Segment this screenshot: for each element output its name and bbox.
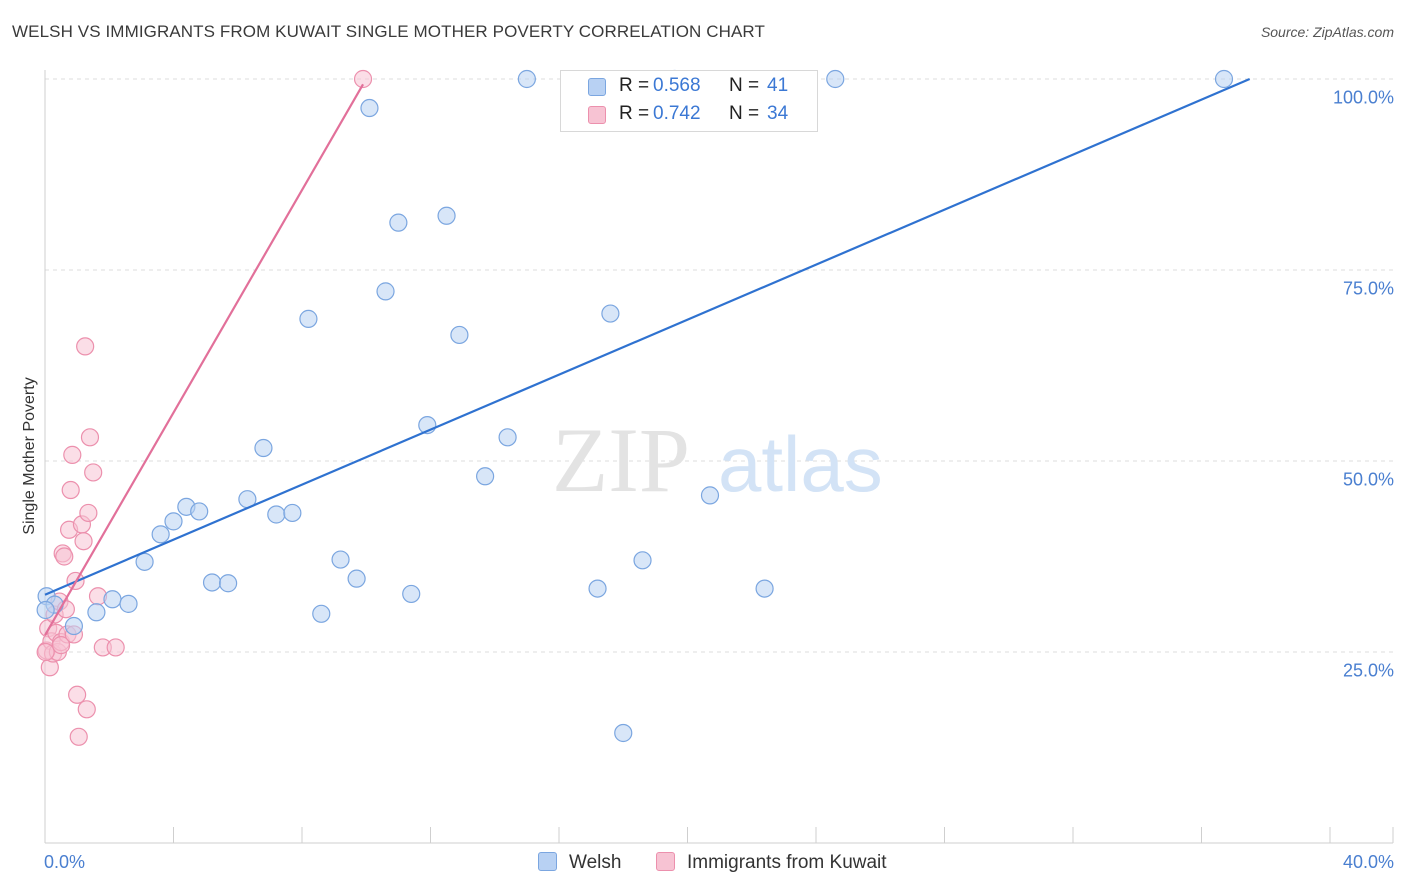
kuwait-point <box>61 480 80 500</box>
welsh-n-label: N = <box>729 75 760 96</box>
welsh-point <box>151 525 170 544</box>
chart-title: WELSH VS IMMIGRANTS FROM KUWAIT SINGLE M… <box>12 22 765 41</box>
kuwait-legend-label: Immigrants from Kuwait <box>687 852 887 873</box>
welsh-r-label: R = <box>619 75 650 96</box>
welsh-point <box>119 594 138 613</box>
watermark-atlas: atlas <box>718 420 883 508</box>
trend-lines <box>44 77 1251 636</box>
welsh-trend-line <box>44 77 1251 596</box>
kuwait-point <box>79 503 98 523</box>
welsh-point <box>164 512 183 531</box>
welsh-point <box>476 467 495 486</box>
welsh-point <box>376 282 395 301</box>
welsh-legend-label: Welsh <box>569 852 622 873</box>
welsh-point <box>347 569 366 588</box>
welsh-point <box>450 325 469 345</box>
welsh-point <box>283 503 302 523</box>
legend-item-welsh: Welsh <box>538 852 621 874</box>
welsh-point <box>700 486 720 505</box>
welsh-point <box>299 309 318 328</box>
welsh-point <box>360 98 379 118</box>
kuwait-point <box>69 727 88 746</box>
welsh-point <box>389 213 408 232</box>
kuwait-point <box>77 700 96 719</box>
welsh-point <box>135 552 154 571</box>
welsh-point <box>103 590 122 609</box>
series-kuwait-points <box>36 69 373 746</box>
welsh-point <box>402 584 421 604</box>
y-tick-label: 50.0% <box>1342 469 1394 490</box>
kuwait-n-value: 34 <box>767 103 789 124</box>
kuwait-point <box>36 642 55 662</box>
legend-item-kuwait: Immigrants from Kuwait <box>656 852 887 874</box>
kuwait-swatch <box>588 106 606 124</box>
welsh-point <box>267 505 286 524</box>
watermark-zip: ZIP <box>552 409 690 511</box>
kuwait-n-label: N = <box>729 103 760 124</box>
welsh-point <box>190 502 209 521</box>
welsh-point <box>614 723 633 743</box>
kuwait-point <box>63 445 82 464</box>
kuwait-trend-line <box>44 83 364 636</box>
x-tick-label-max: 40.0% <box>1342 852 1394 872</box>
welsh-point <box>601 304 620 323</box>
welsh-point <box>202 573 222 592</box>
kuwait-point <box>76 337 95 356</box>
welsh-swatch <box>588 78 606 96</box>
welsh-point <box>64 616 84 636</box>
welsh-point <box>331 550 350 569</box>
welsh-point <box>826 69 845 89</box>
kuwait-legend-swatch <box>656 852 675 871</box>
welsh-point <box>588 579 607 598</box>
watermark: ZIP atlas <box>552 409 883 511</box>
welsh-point <box>1214 69 1234 89</box>
kuwait-point <box>80 428 100 447</box>
welsh-point <box>633 551 652 570</box>
y-tick-label: 25.0% <box>1342 660 1394 681</box>
welsh-n-value: 41 <box>767 75 789 96</box>
legend-row-kuwait: R = 0.742 N = 34 <box>561 101 817 129</box>
y-tick-label: 100.0% <box>1332 87 1394 108</box>
kuwait-point <box>74 532 93 551</box>
welsh-point <box>36 600 55 620</box>
kuwait-r-label: R = <box>619 103 650 124</box>
welsh-legend-swatch <box>538 852 557 871</box>
welsh-point <box>498 428 517 447</box>
y-axis-label: Single Mother Poverty <box>21 377 38 535</box>
stats-legend: R = 0.568 N = 41 R = 0.742 N = 34 <box>560 70 818 132</box>
welsh-point <box>87 603 106 622</box>
welsh-point <box>437 206 456 225</box>
kuwait-point <box>55 547 74 566</box>
kuwait-point <box>84 463 103 482</box>
welsh-point <box>312 604 331 623</box>
welsh-point <box>517 69 536 89</box>
welsh-point <box>254 438 273 458</box>
legend-row-welsh: R = 0.568 N = 41 <box>561 73 817 101</box>
source-credit: Source: ZipAtlas.com <box>1260 24 1394 40</box>
welsh-point <box>755 579 774 598</box>
kuwait-point <box>106 638 125 657</box>
x-tick-label-min: 0.0% <box>44 852 86 872</box>
axes <box>44 70 1394 844</box>
y-tick-label: 75.0% <box>1342 278 1394 299</box>
series-welsh-points <box>36 69 1234 743</box>
grid-lines <box>45 78 1393 653</box>
welsh-r-value: 0.568 <box>653 75 701 96</box>
kuwait-point <box>51 636 71 655</box>
welsh-point <box>219 574 238 593</box>
series-legend: Welsh Immigrants from Kuwait <box>0 852 1406 878</box>
kuwait-point <box>353 69 373 89</box>
kuwait-point <box>68 685 87 704</box>
kuwait-r-value: 0.742 <box>653 103 701 124</box>
